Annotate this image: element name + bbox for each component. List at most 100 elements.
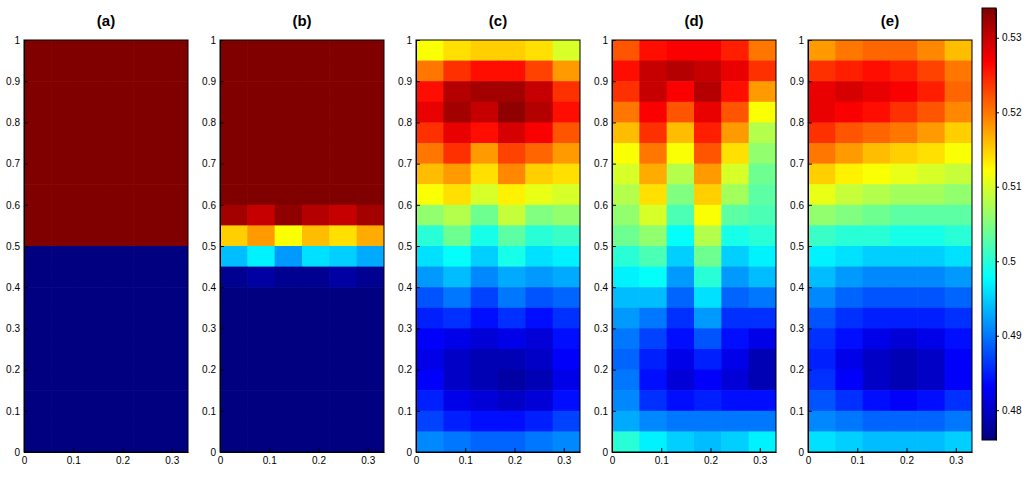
cell bbox=[443, 246, 471, 267]
tick: 0.5 bbox=[996, 256, 1016, 267]
cell bbox=[721, 267, 749, 288]
tick-label: 0.3 bbox=[753, 455, 767, 466]
cell bbox=[329, 143, 357, 164]
cell bbox=[525, 246, 553, 267]
cell bbox=[721, 328, 749, 349]
tick-label: 0.8 bbox=[790, 117, 804, 128]
cell bbox=[863, 225, 891, 246]
cell bbox=[667, 267, 695, 288]
cell bbox=[416, 431, 444, 452]
tick: 0.9 bbox=[398, 76, 420, 87]
cell bbox=[357, 308, 384, 329]
panel: 00.10.20.300.10.20.30.40.50.60.70.80.91(… bbox=[790, 12, 973, 466]
cell bbox=[890, 370, 918, 391]
cell bbox=[357, 205, 384, 226]
cell bbox=[863, 205, 891, 226]
cell bbox=[357, 102, 384, 123]
cell bbox=[302, 370, 330, 391]
cell bbox=[863, 411, 891, 432]
cell bbox=[694, 328, 722, 349]
tick-mark bbox=[465, 448, 466, 452]
tick: 0.3 bbox=[594, 323, 616, 334]
cell bbox=[525, 164, 553, 185]
tick: 0.3 bbox=[398, 323, 420, 334]
cell bbox=[247, 411, 275, 432]
cell bbox=[443, 143, 471, 164]
cell bbox=[220, 267, 248, 288]
tick: 0.8 bbox=[398, 117, 420, 128]
cell bbox=[808, 246, 836, 267]
cell bbox=[525, 122, 553, 143]
cell bbox=[694, 370, 722, 391]
cell bbox=[863, 122, 891, 143]
tick: 0.2 bbox=[508, 448, 522, 466]
cell bbox=[161, 164, 188, 185]
cell bbox=[357, 122, 384, 143]
cell bbox=[525, 40, 553, 61]
cell bbox=[667, 349, 695, 370]
cell bbox=[917, 205, 945, 226]
cell bbox=[79, 308, 107, 329]
tick-mark bbox=[24, 164, 28, 165]
cell bbox=[247, 205, 275, 226]
cell bbox=[220, 328, 248, 349]
tick-label: 0.6 bbox=[398, 200, 412, 211]
cells bbox=[612, 40, 776, 452]
tick-label: 1 bbox=[798, 35, 804, 46]
cell bbox=[302, 225, 330, 246]
cell bbox=[133, 349, 161, 370]
cell bbox=[51, 205, 79, 226]
cell bbox=[639, 184, 667, 205]
cell bbox=[612, 411, 640, 432]
cell bbox=[133, 267, 161, 288]
cell bbox=[808, 308, 836, 329]
cell bbox=[863, 40, 891, 61]
tick-label: 1 bbox=[406, 35, 412, 46]
tick-label: 0.6 bbox=[6, 200, 20, 211]
cell bbox=[161, 267, 188, 288]
y-axis: 00.10.20.30.40.50.60.70.80.91 bbox=[594, 35, 616, 458]
cell bbox=[302, 81, 330, 102]
cell bbox=[79, 184, 107, 205]
panel: 00.10.20.300.10.20.30.40.50.60.70.80.91(… bbox=[398, 12, 581, 466]
cell bbox=[247, 390, 275, 411]
cell bbox=[275, 308, 303, 329]
tick-mark bbox=[24, 246, 28, 247]
plot-frame bbox=[416, 40, 580, 452]
tick: 0.2 bbox=[6, 364, 28, 375]
cell bbox=[416, 349, 444, 370]
cell bbox=[161, 431, 188, 452]
tick-label: 0.51 bbox=[1002, 181, 1022, 192]
cell bbox=[471, 205, 499, 226]
cell bbox=[890, 102, 918, 123]
cell bbox=[247, 370, 275, 391]
cell bbox=[525, 328, 553, 349]
cell bbox=[133, 328, 161, 349]
cell bbox=[525, 431, 553, 452]
cell bbox=[667, 390, 695, 411]
tick-mark bbox=[710, 448, 711, 452]
tick: 1 bbox=[602, 35, 616, 46]
cell bbox=[329, 40, 357, 61]
cell bbox=[471, 246, 499, 267]
cell bbox=[890, 390, 918, 411]
tick-mark bbox=[318, 448, 319, 452]
cell bbox=[106, 205, 134, 226]
tick-mark bbox=[956, 448, 957, 452]
tick: 0.2 bbox=[312, 448, 326, 466]
cell bbox=[945, 143, 972, 164]
cell bbox=[835, 184, 863, 205]
cell bbox=[721, 349, 749, 370]
cell bbox=[275, 40, 303, 61]
cell bbox=[667, 61, 695, 82]
tick-mark bbox=[220, 246, 224, 247]
cell bbox=[471, 349, 499, 370]
tick-label: 0.7 bbox=[594, 158, 608, 169]
cell bbox=[133, 246, 161, 267]
tick-label: 0.9 bbox=[6, 76, 20, 87]
tick-mark bbox=[808, 411, 812, 412]
cell bbox=[945, 431, 972, 452]
cell bbox=[890, 349, 918, 370]
cells bbox=[416, 40, 580, 452]
cell bbox=[357, 328, 384, 349]
